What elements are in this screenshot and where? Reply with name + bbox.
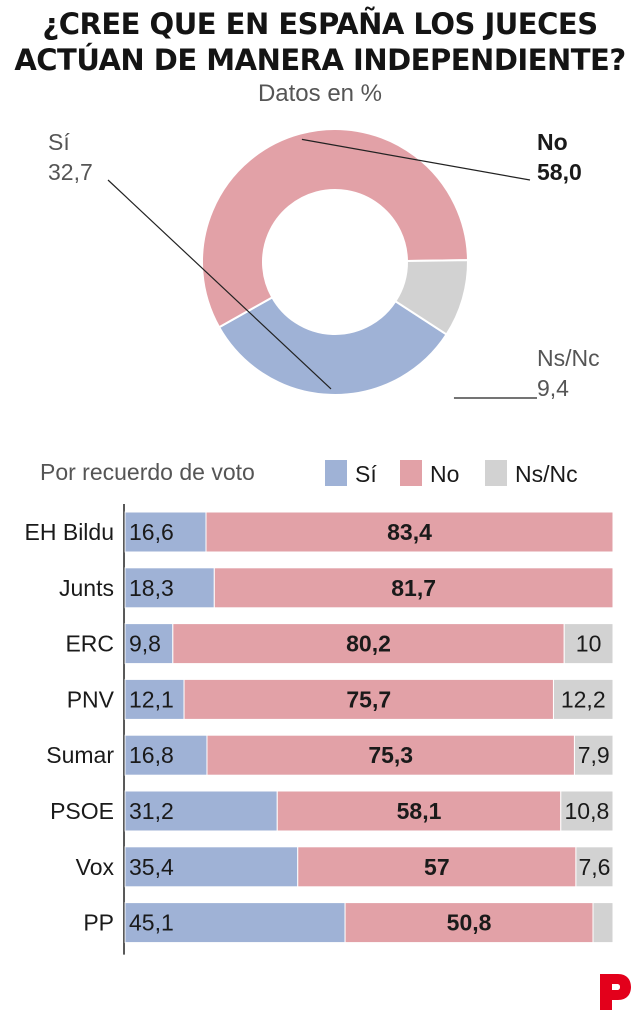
data-label-junts-s: 18,3 bbox=[129, 575, 174, 601]
donut-slice-s bbox=[217, 295, 448, 396]
data-label-erc-ns-nc: 10 bbox=[576, 631, 602, 657]
bar-segment-psoe-no bbox=[276, 790, 562, 832]
donut-value-s: 32,7 bbox=[48, 159, 93, 185]
bar-segment-psoe-ns-nc bbox=[560, 790, 614, 832]
data-label-eh-bildu-s: 16,6 bbox=[129, 519, 174, 545]
bar-segment-pnv-ns-nc bbox=[552, 678, 614, 720]
bar-segment-eh-bildu-no bbox=[205, 511, 614, 553]
data-label-pp-no: 50,8 bbox=[447, 910, 492, 936]
data-label-sumar-ns-nc: 7,9 bbox=[578, 742, 610, 768]
category-label-pnv: PNV bbox=[67, 686, 115, 712]
data-label-pnv-no: 75,7 bbox=[346, 686, 391, 712]
bar-chart-title: Por recuerdo de voto bbox=[40, 459, 255, 485]
bar-segment-erc-s bbox=[124, 623, 174, 665]
bar-segment-pp-s bbox=[124, 902, 346, 944]
legend-swatch-no bbox=[400, 460, 422, 486]
bar-segment-psoe-s bbox=[124, 790, 278, 832]
data-label-junts-no: 81,7 bbox=[391, 575, 436, 601]
bar-segment-pp-no bbox=[344, 902, 594, 944]
legend-swatch-s bbox=[325, 460, 347, 486]
legend-label-ns-nc: Ns/Nc bbox=[515, 461, 578, 487]
category-label-vox: Vox bbox=[76, 854, 115, 880]
data-label-sumar-s: 16,8 bbox=[129, 742, 174, 768]
bar-segment-pnv-s bbox=[124, 678, 185, 720]
category-label-psoe: PSOE bbox=[50, 798, 114, 824]
bar-segment-erc-ns-nc bbox=[563, 623, 614, 665]
bar-segment-vox-s bbox=[124, 846, 299, 888]
donut-label-ns-nc: Ns/Nc bbox=[537, 345, 600, 371]
chart-title: ¿CREE QUE EN ESPAÑA LOS JUECES ACTÚAN DE… bbox=[0, 6, 640, 78]
chart-subtitle: Datos en % bbox=[257, 80, 383, 107]
p-logo-icon bbox=[600, 974, 631, 1010]
chart-title-line-1: ¿CREE QUE EN ESPAÑA LOS JUECES bbox=[42, 7, 598, 41]
data-label-pnv-ns-nc: 12,2 bbox=[561, 686, 606, 712]
donut-slice-ns-nc bbox=[394, 259, 469, 336]
category-label-sumar: Sumar bbox=[46, 742, 114, 768]
chart-title-line-2: ACTÚAN DE MANERA INDEPENDIENTE? bbox=[14, 43, 626, 77]
bar-segment-pnv-no bbox=[183, 678, 554, 720]
data-label-pp-s: 45,1 bbox=[129, 910, 174, 936]
data-label-psoe-no: 58,1 bbox=[397, 798, 442, 824]
data-label-sumar-no: 75,3 bbox=[368, 742, 413, 768]
bar-segment-junts-no bbox=[213, 567, 614, 609]
data-label-psoe-ns-nc: 10,8 bbox=[565, 798, 610, 824]
bar-segment-sumar-ns-nc bbox=[573, 734, 614, 776]
data-label-pnv-s: 12,1 bbox=[129, 686, 174, 712]
bar-segment-vox-ns-nc bbox=[575, 846, 614, 888]
data-label-erc-no: 80,2 bbox=[346, 631, 391, 657]
donut-value-ns-nc: 9,4 bbox=[537, 375, 569, 401]
donut-label-s: Sí bbox=[48, 129, 70, 155]
donut-label-no: No bbox=[537, 129, 568, 155]
bar-segment-sumar-s bbox=[124, 734, 208, 776]
category-label-pp: PP bbox=[83, 910, 114, 936]
legend-label-s: Sí bbox=[355, 461, 377, 487]
donut-slice-no bbox=[201, 128, 470, 329]
legend-swatch-ns-nc bbox=[485, 460, 507, 486]
donut-leader-no bbox=[301, 138, 531, 181]
bar-segment-junts-s bbox=[124, 567, 215, 609]
category-label-eh-bildu: EH Bildu bbox=[25, 519, 114, 545]
category-label-erc: ERC bbox=[65, 631, 114, 657]
category-label-junts: Junts bbox=[59, 575, 114, 601]
data-label-vox-no: 57 bbox=[424, 854, 450, 880]
bar-segment-sumar-no bbox=[206, 734, 575, 776]
bar-segment-pp-ns-nc bbox=[592, 902, 614, 944]
legend-label-no: No bbox=[430, 461, 459, 487]
data-label-vox-ns-nc: 7,6 bbox=[578, 854, 610, 880]
data-label-psoe-s: 31,2 bbox=[129, 798, 174, 824]
bar-segment-vox-no bbox=[297, 846, 577, 888]
data-label-eh-bildu-no: 83,4 bbox=[387, 519, 432, 545]
donut-leader-s bbox=[107, 179, 332, 390]
data-label-erc-s: 9,8 bbox=[129, 631, 161, 657]
donut-value-no: 58,0 bbox=[537, 159, 582, 185]
data-label-vox-s: 35,4 bbox=[129, 854, 174, 880]
